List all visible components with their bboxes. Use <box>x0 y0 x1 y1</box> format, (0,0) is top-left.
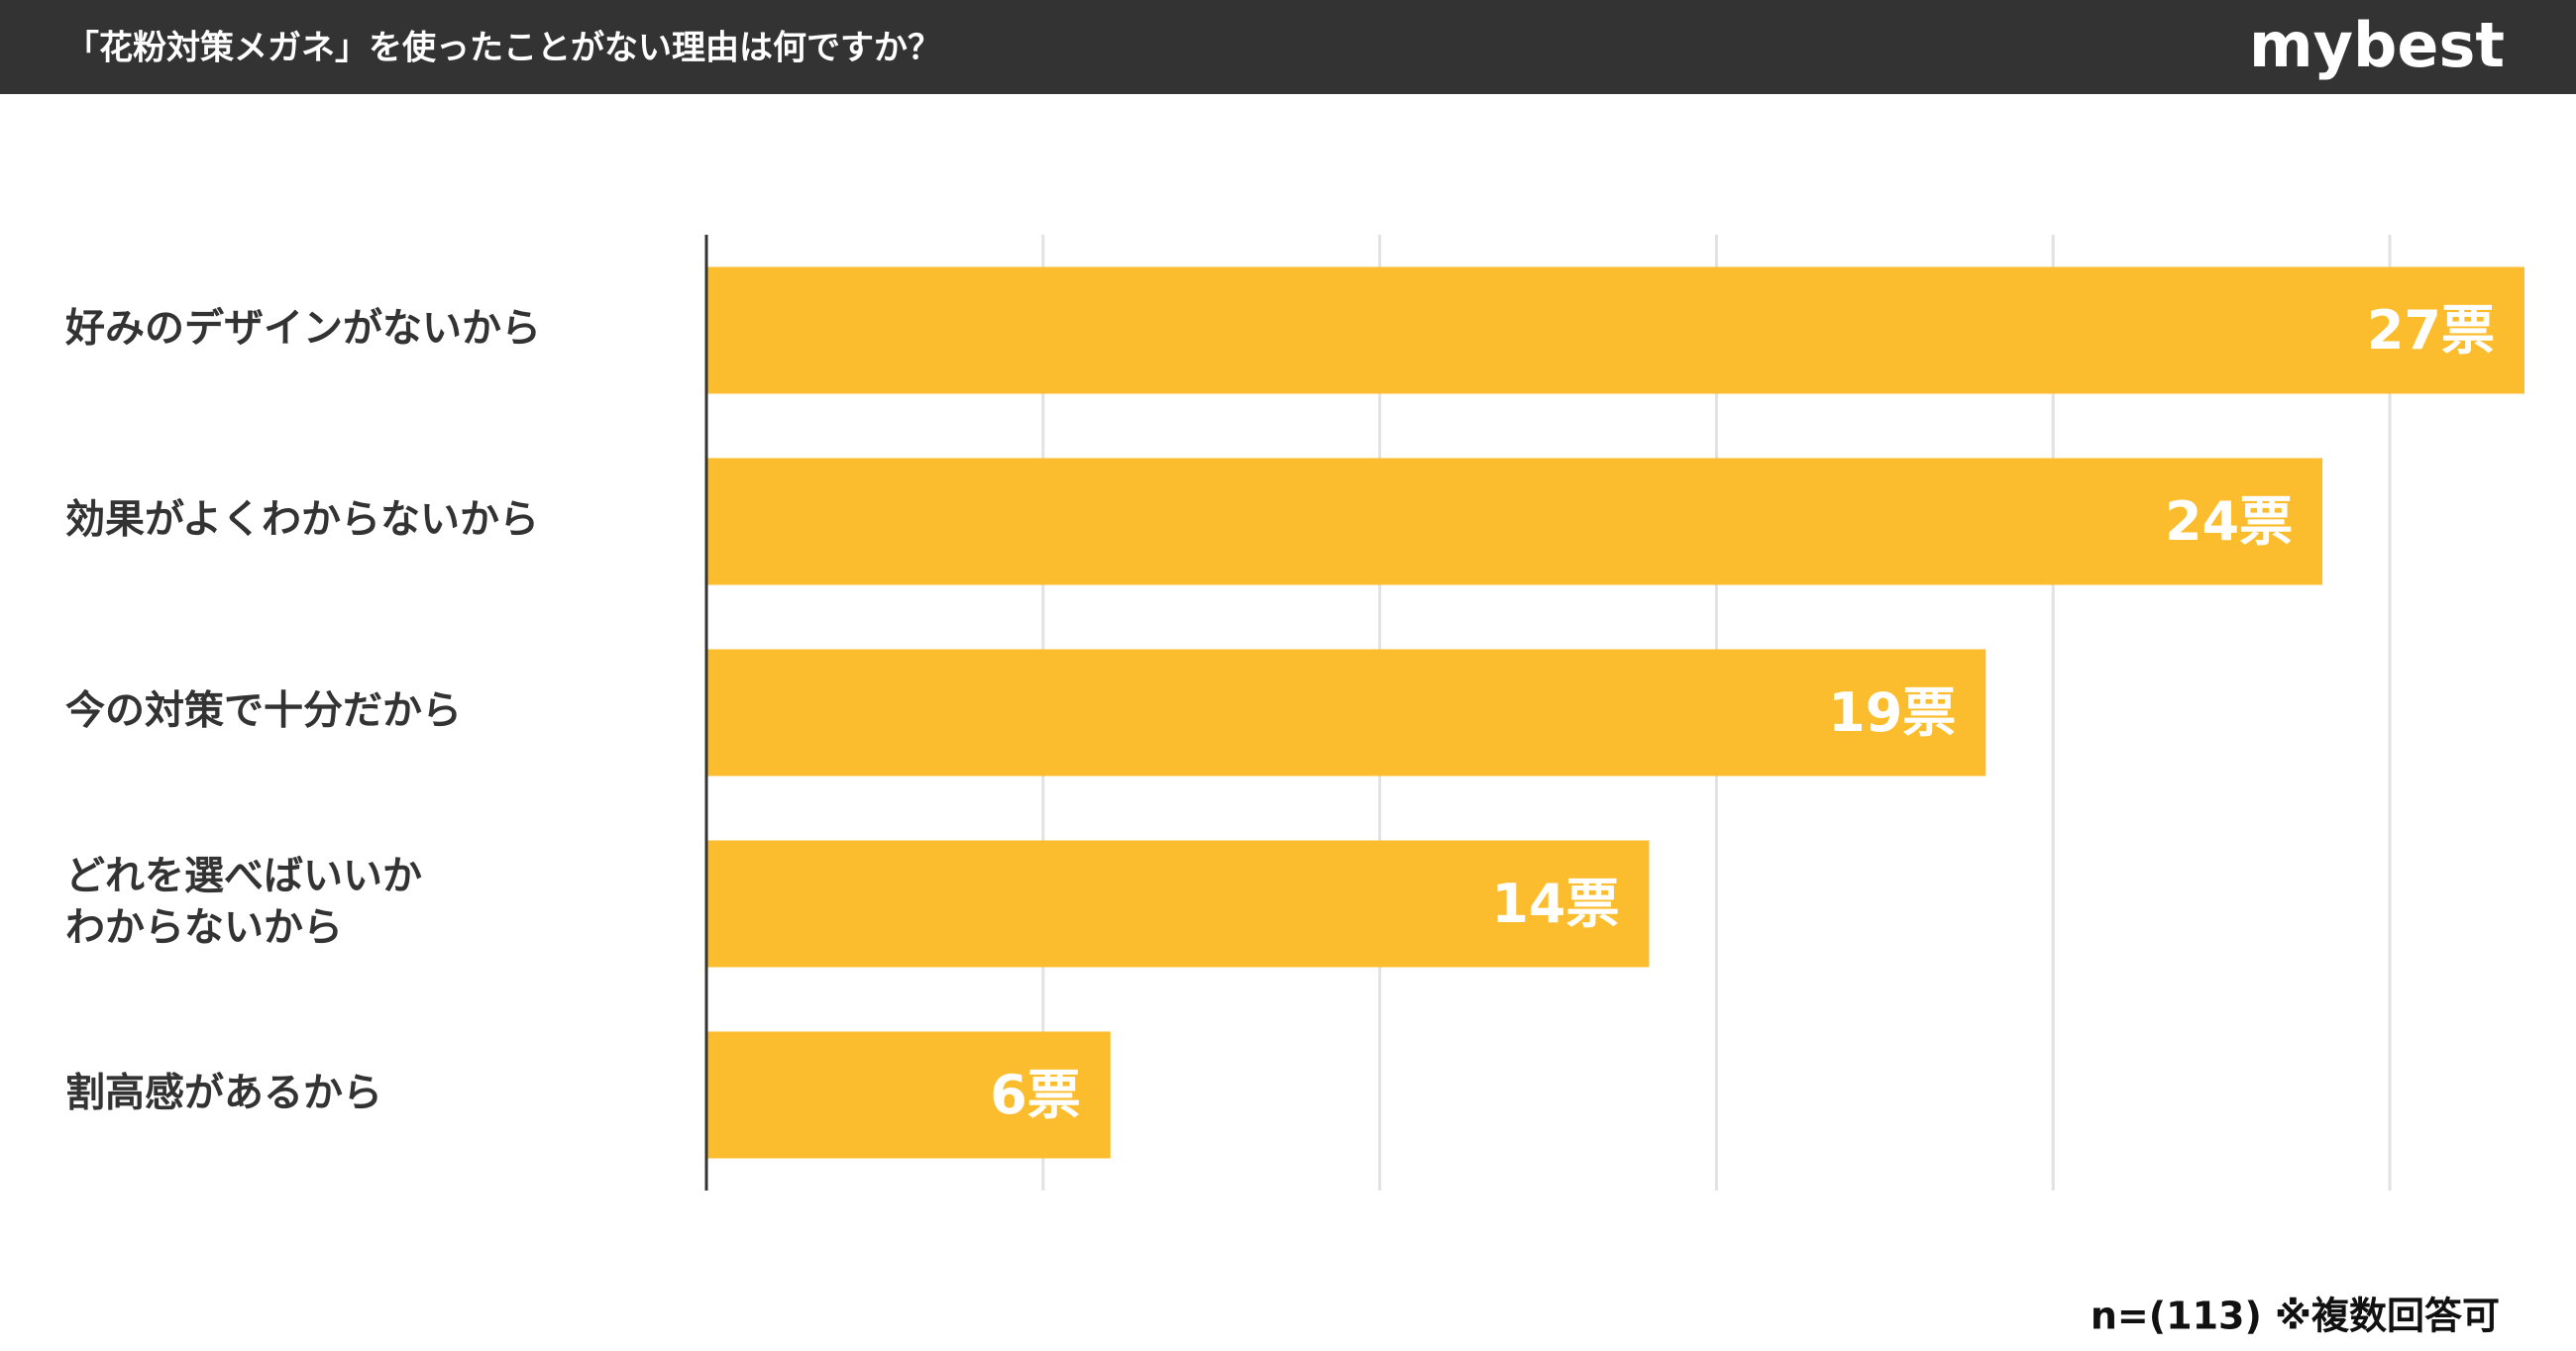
chart-title: 「花粉対策メガネ」を使ったことがない理由は何ですか？ <box>65 29 941 68</box>
value-label: 6票 <box>990 1064 1081 1126</box>
bar <box>706 266 2524 394</box>
category-label: 割高感があるから <box>65 1071 382 1116</box>
value-label: 24票 <box>2165 490 2293 553</box>
category-label: 好みのデザインがないから <box>64 306 541 352</box>
category-label: どれを選べばいいかわからないから <box>65 854 422 951</box>
footnote: n=(113) ※複数回答可 <box>2091 1295 2500 1338</box>
category-label: 効果がよくわからないから <box>65 497 539 543</box>
header-bar <box>0 0 2576 94</box>
value-label: 27票 <box>2367 299 2495 362</box>
bar <box>706 1031 1111 1159</box>
category-label: 今の対策で十分だから <box>65 688 462 734</box>
value-label: 14票 <box>1491 873 1619 935</box>
brand-logo: mybest <box>2249 9 2505 81</box>
bar <box>706 458 2323 585</box>
value-label: 19票 <box>1828 681 1956 744</box>
bar <box>706 840 1650 968</box>
bar <box>706 649 1986 777</box>
